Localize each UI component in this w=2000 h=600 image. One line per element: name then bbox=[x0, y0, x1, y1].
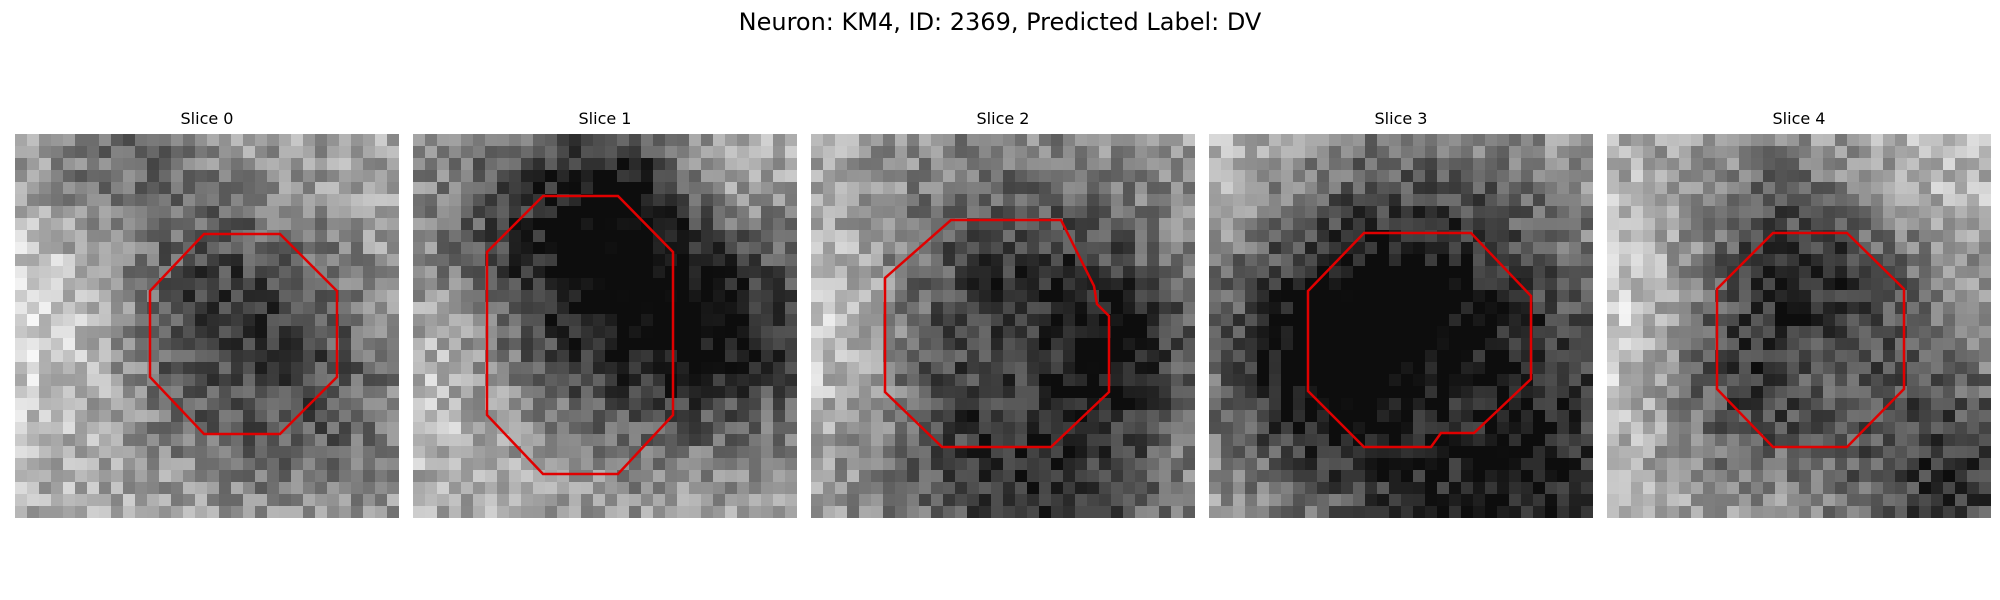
pixel-grid bbox=[1209, 134, 1593, 518]
pixel-grid bbox=[811, 134, 1195, 518]
slice-image bbox=[15, 134, 399, 518]
slice-image bbox=[811, 134, 1195, 518]
slice-title: Slice 2 bbox=[811, 108, 1195, 130]
pixel-grid bbox=[1607, 134, 1991, 518]
slice-image bbox=[1607, 134, 1991, 518]
slice-image bbox=[413, 134, 797, 518]
figure-title: Neuron: KM4, ID: 2369, Predicted Label: … bbox=[0, 6, 2000, 38]
slice-title: Slice 4 bbox=[1607, 108, 1991, 130]
slice-title: Slice 0 bbox=[15, 108, 399, 130]
pixel-grid bbox=[413, 134, 797, 518]
slice-title: Slice 3 bbox=[1209, 108, 1593, 130]
slice-image bbox=[1209, 134, 1593, 518]
pixel-grid bbox=[15, 134, 399, 518]
slice-title: Slice 1 bbox=[413, 108, 797, 130]
